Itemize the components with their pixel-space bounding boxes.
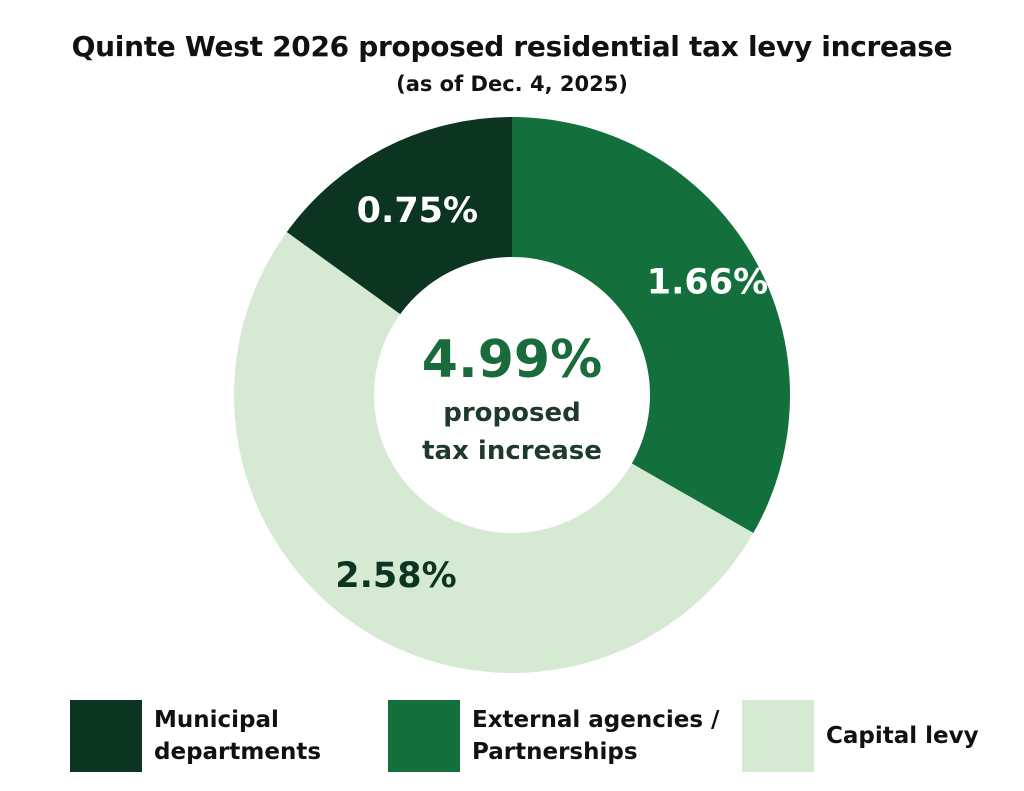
center-total-value: 4.99% (421, 330, 603, 390)
chart-subtitle: (as of Dec. 4, 2025) (396, 72, 628, 96)
center-caption-line-2: tax increase (422, 436, 602, 466)
legend-label-line: Municipal (154, 707, 279, 733)
legend-label-line: Capital levy (826, 723, 979, 749)
slice-municipal-departments (286, 117, 512, 315)
legend-swatch-external-agencies (388, 700, 460, 772)
legend-item-external-agencies: External agencies / Partnerships (388, 700, 719, 772)
legend-item-municipal-departments: Municipal departments (70, 700, 321, 772)
legend-label-line: Partnerships (472, 739, 638, 765)
chart-title: Quinte West 2026 proposed residential ta… (71, 30, 953, 63)
legend-item-capital-levy: Capital levy (742, 700, 979, 772)
legend-label-line: departments (154, 739, 322, 765)
slice-label-external-agencies: 1.66% (647, 263, 768, 303)
legend-label-line: External agencies / (472, 707, 720, 733)
legend-swatch-municipal-departments (70, 700, 142, 772)
legend-label-external-agencies: External agencies / Partnerships (472, 704, 719, 768)
center-caption: proposed tax increase (362, 394, 662, 470)
slice-capital-levy (234, 232, 754, 673)
slice-external-agencies (512, 117, 791, 533)
legend-label-capital-levy: Capital levy (826, 720, 979, 752)
slice-label-capital-levy: 2.58% (335, 556, 456, 596)
legend-label-municipal-departments: Municipal departments (154, 704, 321, 768)
center-caption-line-1: proposed (443, 398, 581, 428)
slice-label-municipal-departments: 0.75% (357, 191, 478, 231)
legend-swatch-capital-levy (742, 700, 814, 772)
